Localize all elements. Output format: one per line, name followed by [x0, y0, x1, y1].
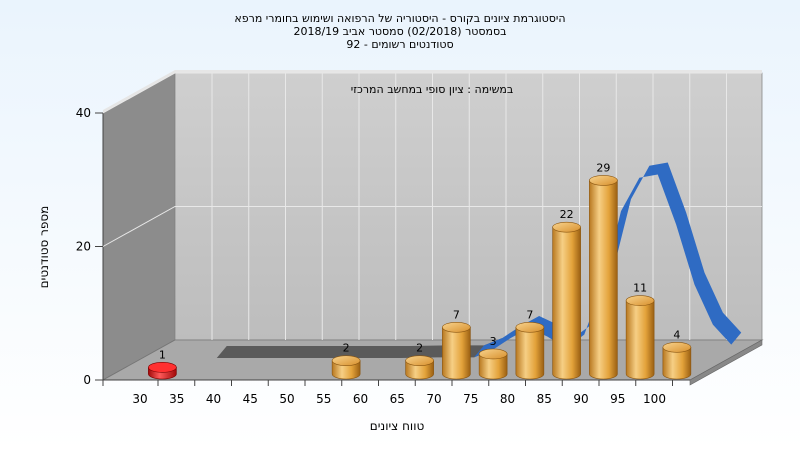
side-wall-top — [103, 70, 762, 113]
chart-annotation: במשימה : ציון סופי במחשב המרכזי — [351, 83, 514, 96]
bar: 3 — [478, 335, 508, 380]
y-tick-label: 40 — [76, 106, 91, 120]
bar: 2 — [405, 342, 434, 380]
y-axis-label: מספר סטודנטים — [37, 206, 51, 289]
chart-title-line-3: סטודנטים רשומים - 92 — [346, 38, 453, 51]
bar-value-label: 7 — [526, 308, 533, 321]
bar-body — [515, 326, 545, 380]
grid-line-h — [102, 72, 762, 114]
bar-value-label: 22 — [560, 208, 574, 221]
bar-body — [662, 347, 692, 380]
bar-value-label: 2 — [416, 342, 423, 355]
curve-flat-band — [216, 337, 503, 358]
bar-value-label: 3 — [490, 335, 497, 348]
y-tick-label: 0 — [83, 373, 91, 387]
bar-value-label: 7 — [453, 308, 460, 321]
x-tick-label: 75 — [463, 392, 478, 406]
x-tick-label: 55 — [316, 392, 331, 406]
x-tick-label: 45 — [243, 392, 258, 406]
floor-front-edge — [689, 339, 763, 386]
curve-layer — [474, 162, 742, 358]
bar: 2 — [331, 342, 361, 380]
bar-cap — [442, 321, 471, 333]
bar-value-label: 11 — [633, 282, 647, 295]
x-tick-label: 80 — [500, 392, 515, 406]
x-tick-label: 40 — [206, 392, 221, 406]
band-layer — [216, 337, 503, 358]
chart-title-line-1: היסטוגרמת ציונים בקורס - היסטוריה של הרפ… — [234, 12, 565, 25]
x-axis-label: טווח ציונים — [370, 419, 425, 433]
bar: 7 — [442, 308, 471, 380]
grid-layer — [102, 72, 762, 340]
bar: 22 — [552, 208, 581, 380]
bar: 11 — [625, 282, 655, 380]
bar-cap — [589, 175, 618, 186]
chart-title-line-2: בסמסטר (02/2018) סמסטר אביב 2018/19 — [293, 25, 506, 38]
bar: 1 — [148, 348, 177, 380]
x-tick-label: 85 — [537, 392, 552, 406]
bar-value-label: 29 — [596, 161, 610, 174]
bar-cap — [331, 355, 361, 366]
bar: 29 — [589, 161, 618, 380]
bar-cap — [515, 321, 545, 333]
bar-cap — [405, 355, 434, 366]
x-tick-label: 30 — [132, 392, 147, 406]
y-tick-label: 20 — [76, 240, 91, 254]
curve-ribbon — [474, 162, 742, 358]
bar-value-label: 4 — [673, 328, 680, 341]
bar-body — [442, 326, 471, 380]
bar-cap — [148, 362, 177, 373]
x-tick-label: 65 — [390, 392, 405, 406]
x-tick-label: 50 — [279, 392, 294, 406]
x-tick-label: 95 — [610, 392, 625, 406]
bar-body — [478, 353, 508, 380]
y-ticks-layer: 0 20 40 — [76, 106, 103, 387]
bar-body — [625, 300, 655, 380]
grid-line-h — [102, 206, 762, 247]
bar-value-label: 1 — [159, 348, 166, 361]
x-tick-label: 70 — [426, 392, 441, 406]
bar: 4 — [662, 328, 692, 380]
bar-cap — [662, 341, 692, 353]
bar-body — [552, 226, 581, 380]
x-tick-label: 35 — [169, 392, 184, 406]
x-tick-label: 60 — [353, 392, 368, 406]
bar-cap — [478, 348, 508, 360]
x-tick-label: 100 — [643, 392, 666, 406]
bar-cap — [625, 295, 655, 306]
bar-cap — [552, 221, 581, 233]
x-tick-label: 90 — [573, 392, 588, 406]
bar-body — [589, 180, 618, 380]
bar-value-label: 2 — [343, 342, 350, 355]
bar: 7 — [515, 308, 545, 380]
x-ticks-layer: 30 35 40 45 50 55 60 65 70 75 80 85 90 95 100 — [102, 380, 673, 406]
